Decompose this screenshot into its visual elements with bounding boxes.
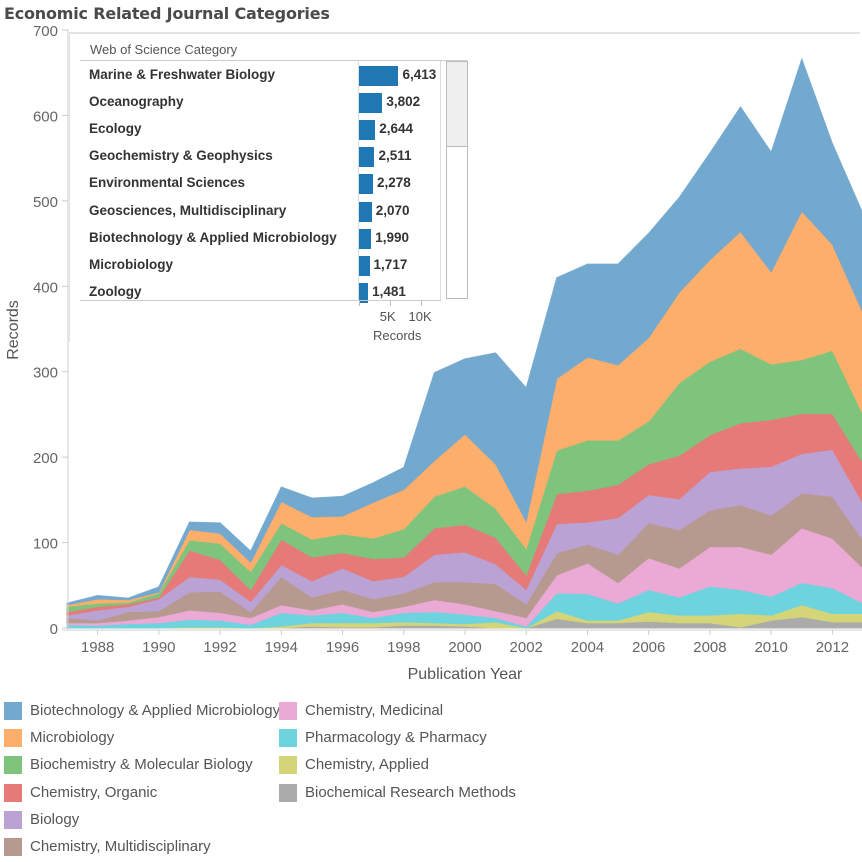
inset-header: Web of Science Category [90,42,238,57]
inset-row-value: 2,070 [375,202,410,218]
inset-row-value: 2,278 [377,175,411,191]
x-tick-label: 1990 [142,639,175,656]
x-tick-label: 2012 [816,639,849,656]
x-tick-label: 1992 [203,639,236,656]
legend-label: Chemistry, Multidisciplinary [30,838,211,855]
inset-row-bar[interactable] [359,174,373,195]
legend-label: Biotechnology & Applied Microbiology [30,702,281,719]
legend-swatch [4,838,22,856]
inset-row-category: Biotechnology & Applied Microbiology [89,229,337,245]
inset-row-category: Geosciences, Multidisciplinary [89,202,287,218]
inset-row-category: Environmental Sciences [89,175,246,191]
inset-row-bar[interactable] [359,282,369,303]
inset-row-category: Zoology [89,283,142,299]
inset-right-border [440,61,441,301]
x-tick-label: 1996 [326,639,359,656]
x-tick-label: 2000 [448,639,481,656]
inset-row[interactable]: Geosciences, Multidisciplinary 2,070 [80,198,440,225]
inset-row[interactable]: Microbiology 1,717 [80,252,440,279]
inset-tick [359,301,360,306]
inset-row-bar[interactable] [359,228,372,249]
x-tick-label: 1988 [81,639,114,656]
inset-row-category: Ecology [89,121,142,137]
legend-swatch [279,783,297,802]
inset-row-value: 6,413 [402,67,437,82]
legend-label: Microbiology [30,729,115,747]
x-tick-label: 1994 [265,639,298,656]
inset-row[interactable]: Ecology 2,644 [80,116,440,143]
inset-row-value: 1,717 [373,256,408,272]
inset-scrollbar[interactable] [446,61,468,299]
x-axis-title: Publication Year [408,666,523,683]
inset-tick [389,301,391,306]
inset-axis-title: Records [373,328,422,343]
legend-label: Biochemistry & Molecular Biology [30,756,253,774]
legend-label: Pharmacology & Pharmacy [305,729,487,747]
legend-label: Chemistry, Applied [305,756,429,774]
y-tick-label: 500 [33,194,58,211]
inset-row-bar[interactable] [359,66,399,86]
x-tick-label: 2004 [571,639,604,656]
inset-row-bar[interactable] [359,120,376,141]
inset-tick-label: 10K [408,309,432,324]
inset-row-value: 2,644 [379,121,414,137]
legend: Biotechnology & Applied Microbiology Micr… [4,700,704,860]
inset-row-value: 1,990 [375,229,410,245]
x-tick-label: 1998 [387,639,420,656]
y-tick-label: 700 [33,23,58,40]
inset-row-bar[interactable] [359,147,375,168]
stacked-areas [66,57,862,629]
inset-bottom-border [80,300,441,301]
x-tick-label: 2008 [693,639,726,656]
inset-row-category: Geochemistry & Geophysics [89,148,273,164]
legend-swatch [279,756,297,775]
inset-row-value: 3,802 [386,94,421,110]
y-tick-label: 600 [33,108,58,125]
chart-title: Economic Related Journal Categories [4,4,330,23]
inset-row-value: 2,511 [378,148,412,164]
inset-row-bar[interactable] [359,93,383,114]
y-tick-label: 0 [50,621,58,638]
inset-panel [70,34,470,344]
legend-swatch [4,729,22,748]
inset-header-divider [80,60,467,61]
legend-label: Chemistry, Organic [30,783,158,801]
inset-row[interactable]: Environmental Sciences 2,278 [80,170,440,197]
inset-tick-label: 5K [379,309,396,324]
legend-label: Chemistry, Medicinal [305,702,444,719]
inset-row-value: 1,481 [372,283,406,299]
inset-row[interactable]: Geochemistry & Geophysics 2,511 [80,143,440,170]
y-tick-label: 200 [33,450,58,467]
y-tick-label: 100 [33,536,58,553]
legend-swatch [4,810,22,829]
legend-swatch [4,756,22,775]
y-tick-label: 400 [33,279,58,296]
inset-row-bar[interactable] [359,201,372,222]
x-tick-label: 2006 [632,639,665,656]
inset-row[interactable]: Zoology 1,481 [80,279,440,306]
legend-label: Biochemical Research Methods [305,783,516,801]
inset-row-bar[interactable] [359,255,370,276]
inset-row[interactable]: Marine & Freshwater Biology 6,413 [80,62,440,89]
inset-tick [420,301,422,306]
legend-swatch [4,702,22,720]
x-tick-label: 2002 [510,639,543,656]
y-axis-title: Records [5,300,22,360]
legend-swatch [4,783,22,802]
y-tick-label: 300 [33,365,58,382]
legend-swatch [279,729,297,748]
inset-column-divider [358,61,359,301]
legend-swatch [279,702,297,720]
inset-row-category: Oceanography [89,94,184,110]
inset-row-category: Microbiology [89,256,173,272]
x-tick-label: 2010 [754,639,787,656]
legend-label: Biology [30,810,80,828]
inset-row[interactable]: Biotechnology & Applied Microbiology 1,99… [80,225,440,252]
inset-scrollbar-thumb[interactable] [447,62,467,147]
inset-row-category: Marine & Freshwater Biology [89,67,276,82]
inset-row[interactable]: Oceanography 3,802 [80,89,440,116]
area-biotechnology-applied-microbiology[interactable] [66,57,862,606]
